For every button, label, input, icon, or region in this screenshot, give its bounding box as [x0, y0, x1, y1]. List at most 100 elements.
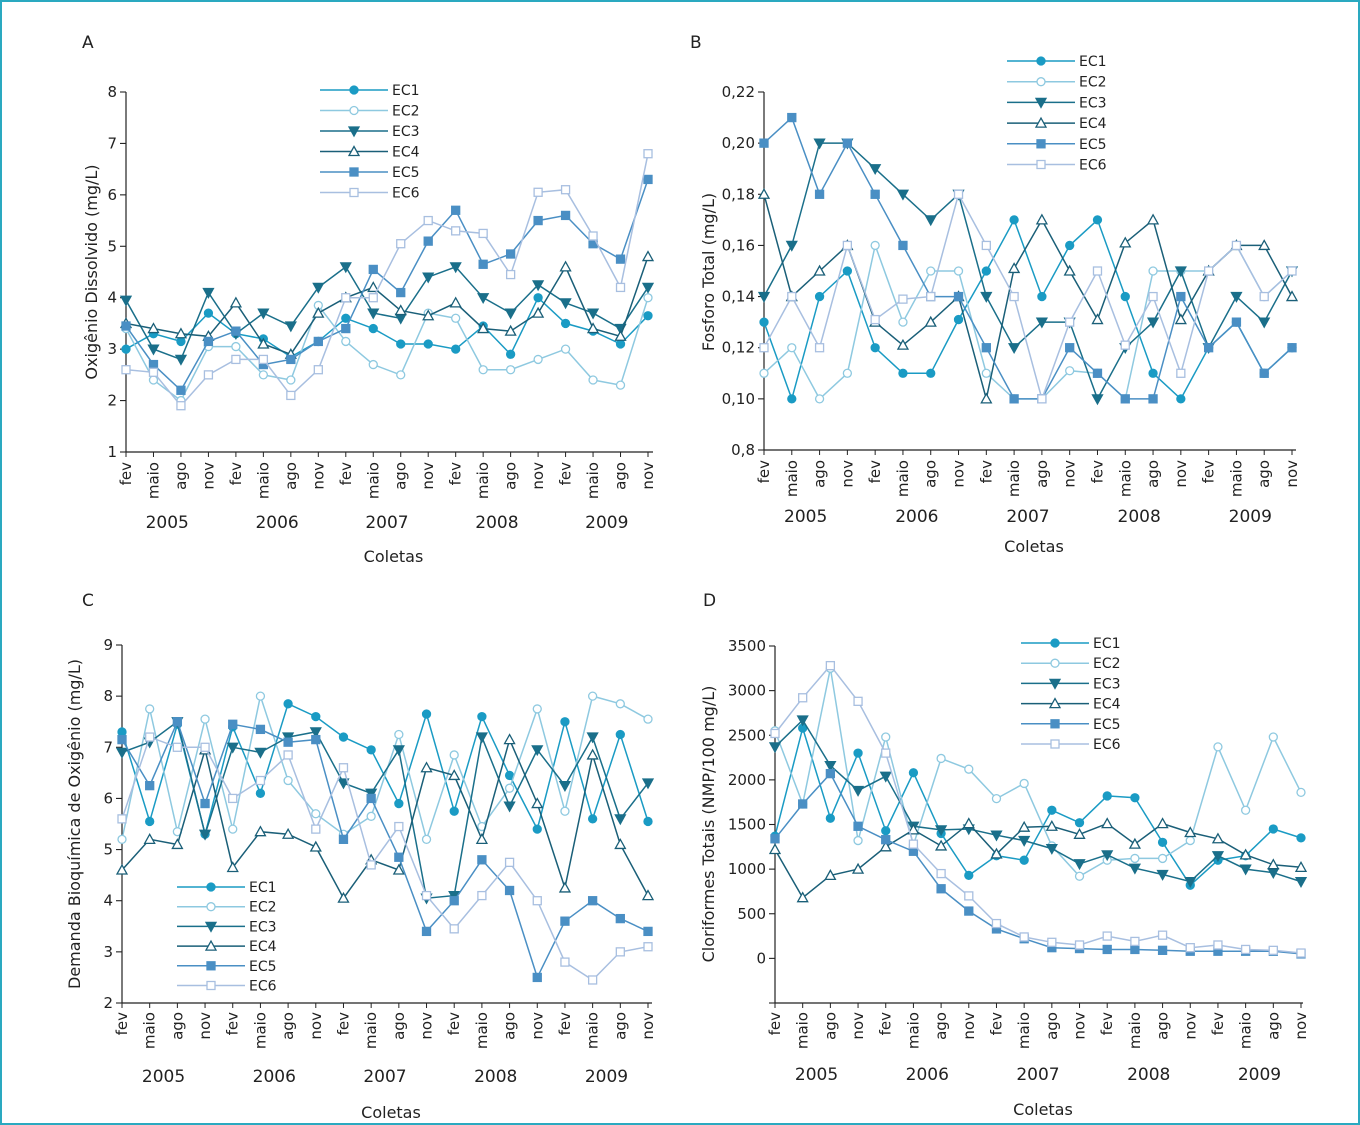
- y-tick-label: 3: [107, 340, 117, 358]
- data-point: [171, 838, 184, 850]
- y-tick-label: 1: [107, 443, 117, 461]
- data-point: [560, 318, 571, 329]
- data-point: [255, 788, 266, 798]
- data-point: [202, 287, 215, 299]
- data-point: [117, 727, 127, 737]
- series-ec2: [770, 663, 1306, 881]
- x-tick-label: fev: [977, 460, 995, 484]
- data-point: [1157, 853, 1168, 864]
- legend-label: EC3: [392, 124, 420, 140]
- data-point: [283, 775, 293, 786]
- year-label: 2007: [1016, 1065, 1059, 1085]
- data-point: [813, 138, 826, 150]
- data-point: [898, 294, 908, 304]
- data-point: [423, 339, 433, 349]
- legend-marker: [349, 85, 359, 95]
- data-point: [341, 336, 351, 347]
- series-ec4: [115, 733, 655, 903]
- x-tick-label: ago: [1033, 460, 1051, 488]
- legend-label: EC1: [1093, 636, 1121, 652]
- data-point: [615, 380, 626, 390]
- data-point: [896, 189, 910, 201]
- data-point: [420, 761, 433, 773]
- data-point: [421, 890, 432, 901]
- data-point: [1287, 343, 1297, 353]
- data-point: [228, 793, 238, 804]
- y-tick-label: 8: [103, 687, 113, 705]
- data-point: [842, 138, 853, 148]
- data-point: [313, 365, 323, 375]
- x-tick-label: nov: [1283, 460, 1301, 488]
- series-ec3: [768, 715, 1308, 888]
- data-point: [505, 249, 516, 259]
- data-point: [1176, 394, 1186, 404]
- data-point: [368, 323, 378, 334]
- legend-marker: [204, 921, 218, 933]
- x-axis-title: Coletas: [361, 1103, 421, 1122]
- data-point: [1296, 787, 1306, 798]
- y-tick-label: 3: [103, 943, 113, 961]
- x-tick-label: maio: [1015, 1012, 1033, 1049]
- data-point: [869, 164, 882, 176]
- data-point: [338, 763, 349, 773]
- data-point: [311, 734, 321, 745]
- data-point: [1259, 291, 1269, 302]
- y-tick-label: 0,14: [722, 288, 755, 306]
- panel-letter: C: [82, 591, 94, 611]
- data-point: [367, 281, 380, 293]
- year-label: 2006: [906, 1065, 949, 1085]
- x-tick-label: nov: [960, 1012, 978, 1040]
- data-point: [615, 254, 626, 264]
- data-point: [851, 785, 865, 797]
- data-point: [643, 816, 653, 827]
- data-point: [286, 390, 296, 401]
- data-point: [309, 840, 322, 852]
- data-point: [757, 187, 771, 199]
- data-point: [203, 336, 214, 347]
- data-point: [586, 322, 600, 334]
- data-point: [787, 343, 797, 353]
- data-point: [337, 891, 350, 903]
- data-point: [341, 293, 351, 303]
- year-label: 2009: [585, 1067, 628, 1087]
- data-point: [117, 814, 127, 824]
- x-tick-label: nov: [419, 462, 437, 490]
- data-point: [421, 709, 432, 719]
- data-point: [200, 798, 210, 809]
- data-point: [258, 354, 269, 365]
- data-point: [148, 375, 159, 385]
- data-point: [643, 149, 653, 159]
- data-point: [1037, 291, 1047, 302]
- data-point: [881, 748, 891, 758]
- year-label: 2007: [1006, 507, 1049, 527]
- x-tick-label: maio: [473, 1012, 491, 1049]
- series-ec4: [757, 187, 1299, 404]
- data-point: [1146, 213, 1160, 225]
- data-point: [981, 343, 991, 353]
- data-point: [853, 748, 863, 758]
- data-point: [1065, 343, 1075, 353]
- x-tick-label: maio: [141, 1012, 159, 1049]
- data-point: [757, 291, 771, 303]
- legend-label: EC3: [1093, 676, 1121, 692]
- data-point: [1185, 943, 1195, 953]
- data-point: [907, 823, 920, 835]
- data-point: [1019, 932, 1029, 942]
- data-point: [1296, 948, 1306, 958]
- legend-label: EC5: [1079, 137, 1107, 153]
- data-point: [926, 266, 936, 276]
- data-point: [1130, 853, 1140, 864]
- data-point: [898, 368, 908, 378]
- data-point: [1035, 213, 1048, 225]
- data-point: [475, 833, 488, 844]
- data-point: [200, 742, 210, 752]
- data-point: [147, 322, 160, 334]
- data-point: [587, 691, 598, 701]
- x-tick-label: ago: [611, 1012, 629, 1040]
- legend-marker: [1048, 678, 1062, 690]
- series-ec6: [770, 660, 1306, 958]
- data-point: [813, 264, 826, 276]
- data-point: [451, 205, 461, 215]
- data-point: [1184, 876, 1197, 888]
